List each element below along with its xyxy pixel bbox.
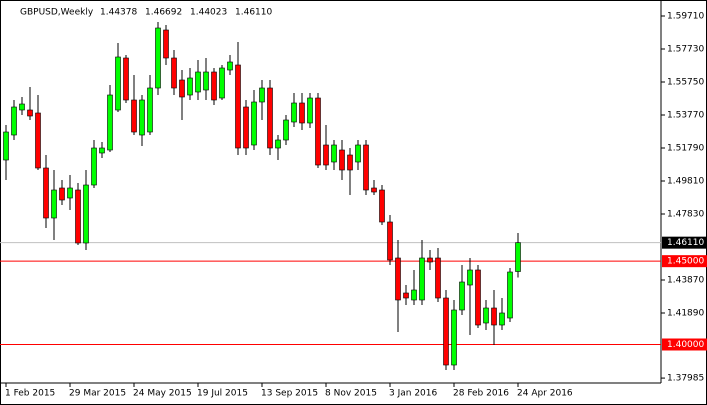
candle-body [219,67,225,99]
candle-body [27,109,33,117]
candle-body [515,242,521,272]
y-tick-label: 1.51790 [667,144,704,154]
candle-body [467,269,473,286]
candle-body [339,149,345,171]
candle-body [491,307,497,326]
symbol: GBPUSD,Weekly [20,8,94,18]
price-line-label: 1.46110 [667,238,704,248]
candle-body [371,187,377,193]
candle-body [435,257,441,299]
candle-body [507,271,513,319]
candle-body [227,61,233,71]
candle-body [19,103,25,111]
candle-body [499,312,505,326]
candle-body [3,131,9,161]
y-tick-label: 1.47830 [667,210,704,220]
candle-body [131,99,137,133]
ohlc-value: 1.44378 [100,8,137,18]
candle-body [483,307,489,324]
candle-body [187,77,193,96]
price-line-box [662,236,707,249]
x-tick-label: 28 Feb 2016 [453,389,509,399]
candle-body [139,99,145,136]
candle-body [411,289,417,301]
x-tick-label: 3 Jan 2016 [389,389,437,399]
candle-body [59,187,65,201]
candle-body [203,71,209,91]
y-tick-label: 1.55750 [667,78,704,88]
candle-body [451,309,457,366]
candle-body [259,87,265,103]
candle-body [163,29,169,59]
candle-body [291,102,297,123]
ohlc-value: 1.46692 [145,8,182,18]
candle-body [147,87,153,133]
y-tick-label: 1.53770 [667,111,704,121]
candle-body [379,189,385,223]
candle-body [115,56,121,111]
level-line-label: 1.40000 [667,340,704,350]
candle-body [107,94,113,151]
candle-body [267,87,273,149]
level-line-box [662,338,707,351]
x-tick-label: 24 Apr 2016 [517,389,573,399]
candle-body [315,97,321,166]
ohlc-value: 1.44023 [190,8,227,18]
candle-body [419,257,425,301]
candle-body [427,257,433,263]
x-tick-label: 1 Feb 2015 [5,389,55,399]
candle-body [355,144,361,163]
candle-body [395,257,401,301]
candle-body [323,144,329,166]
candle-body [83,184,89,244]
y-tick-label: 1.41890 [667,309,704,319]
y-tick-label: 1.59710 [667,12,704,22]
candle-body [35,112,41,169]
level-line-label: 1.45000 [667,257,704,267]
candle-body [123,57,129,101]
y-tick-label: 1.49810 [667,177,704,187]
y-tick-label: 1.43870 [667,276,704,286]
candle-body [403,292,409,299]
candle-body [443,297,449,366]
candle-body [99,147,105,154]
x-tick-label: 8 Nov 2015 [325,389,377,399]
level-line-box [662,255,707,268]
y-tick-label: 1.57730 [667,45,704,55]
candle-body [211,71,217,101]
candle-body [155,27,161,89]
ohlc-value: 1.46110 [235,8,272,18]
candle-body [75,189,81,244]
candle-body [243,106,249,149]
candle-body [51,189,57,219]
candle-body [235,64,241,149]
x-tick-label: 24 May 2015 [133,389,192,399]
x-tick-label: 19 Jul 2015 [197,389,248,399]
candle-body [459,281,465,311]
candle-body [171,57,177,89]
candle-body [195,71,201,93]
candle-body [251,101,257,146]
candle-body [275,139,281,149]
candle-body [299,102,305,124]
candle-body [307,97,313,124]
candle-body [387,221,393,261]
x-tick-label: 13 Sep 2015 [261,389,318,399]
candle-body [347,154,353,171]
candle-body [475,269,481,326]
candle-body [283,119,289,141]
candle-body [179,79,185,98]
y-tick-label: 1.37985 [667,374,704,384]
candle-body [43,167,49,219]
x-tick-label: 29 Mar 2015 [69,389,126,399]
candle-body [91,147,97,186]
candle-body [67,187,73,199]
candle-body [11,106,17,136]
candle-body [363,144,369,191]
candle-body [331,144,337,163]
